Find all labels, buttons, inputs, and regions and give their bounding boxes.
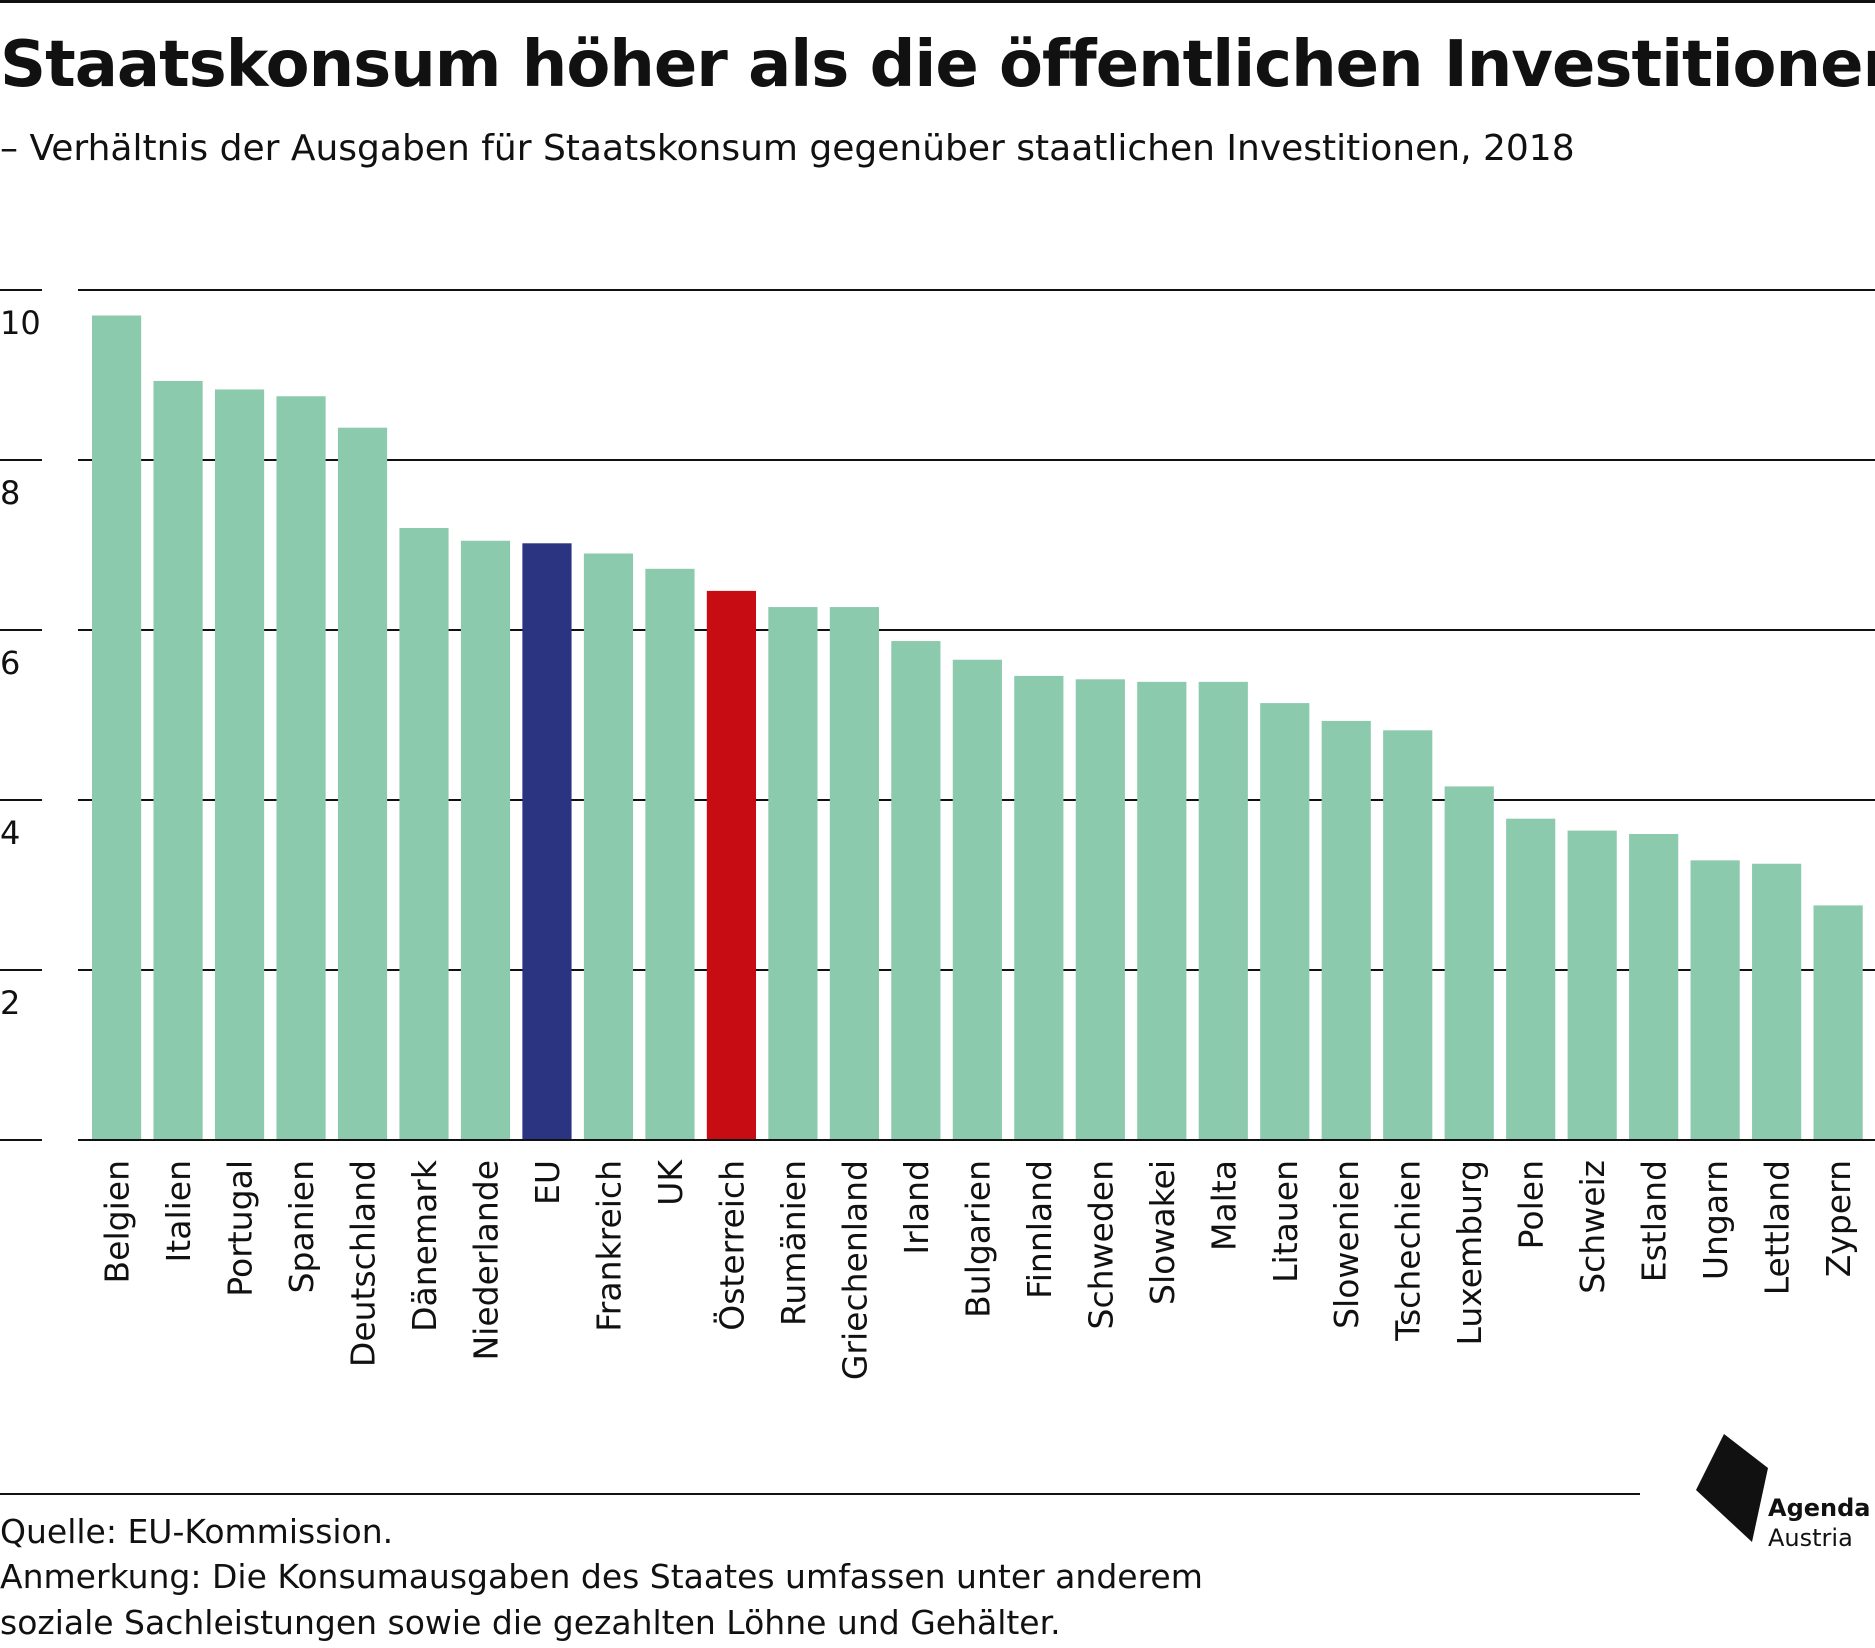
bar-chart: 2 4 6 8 10 Belgien Italien Portugal Spanien Deuts… — [0, 289, 1875, 1380]
source-note: Quelle: EU-Kommission. — [0, 1512, 394, 1551]
annotation-line-1: Anmerkung: Die Konsumausgaben des Staate… — [0, 1557, 1203, 1596]
bar — [460, 540, 511, 1140]
bar — [1690, 860, 1740, 1140]
bar — [214, 389, 265, 1140]
bar — [829, 607, 879, 1140]
bar — [153, 380, 203, 1140]
x-tick-label: Schweden — [1081, 1160, 1120, 1329]
x-tick-label: Zypern — [1819, 1160, 1858, 1277]
logo-text-agenda: Agenda — [1768, 1494, 1871, 1522]
bar — [583, 553, 634, 1140]
x-tick-label: Finnland — [1020, 1160, 1059, 1299]
bar — [645, 568, 695, 1140]
bar — [1137, 681, 1187, 1140]
bar — [1567, 830, 1617, 1140]
bar — [1014, 675, 1064, 1140]
x-tick-label: Irland — [897, 1160, 936, 1255]
x-tick-label: Ungarn — [1696, 1160, 1735, 1280]
top-rule — [0, 0, 1875, 3]
x-tick-label: Malta — [1204, 1160, 1243, 1251]
x-tick-label: Frankreich — [589, 1160, 628, 1332]
bar — [1075, 679, 1125, 1140]
x-tick-label: Tschechien — [1389, 1160, 1428, 1342]
bar — [891, 641, 941, 1140]
x-tick-label: Litauen — [1266, 1160, 1305, 1283]
x-tick-label: Belgien — [98, 1160, 137, 1283]
x-tick-label: Polen — [1512, 1160, 1551, 1249]
bar — [1383, 730, 1433, 1140]
bar — [768, 607, 818, 1140]
bar — [1506, 818, 1556, 1140]
agenda-austria-logo: Agenda Austria — [1696, 1432, 1875, 1552]
x-tick-label: Österreich — [711, 1160, 751, 1331]
x-tick-label: Portugal — [221, 1160, 260, 1297]
x-tick-label: Luxemburg — [1450, 1160, 1489, 1345]
x-tick-label: Rumänien — [774, 1160, 813, 1326]
chart-subtitle: – Verhältnis der Ausgaben für Staatskons… — [0, 128, 1575, 169]
logo-text-austria: Austria — [1768, 1524, 1853, 1552]
bar — [952, 659, 1002, 1140]
bar — [522, 543, 572, 1140]
bar — [1260, 703, 1310, 1140]
x-tick-label: UK — [651, 1159, 690, 1206]
y-tick-label: 10 — [0, 304, 41, 342]
footer-rule — [0, 1493, 1640, 1495]
bar — [337, 427, 388, 1140]
bar — [1444, 786, 1494, 1140]
bar — [399, 528, 449, 1140]
x-tick-label: EU — [528, 1160, 567, 1205]
x-tick-label: Spanien — [282, 1160, 321, 1293]
logo-mark-icon — [1696, 1434, 1768, 1542]
x-tick-label: Lettland — [1758, 1160, 1797, 1295]
y-tick-label: 8 — [0, 474, 20, 512]
x-tick-label: Niederlande — [466, 1160, 505, 1361]
bar — [1813, 905, 1863, 1140]
x-tick-label: Italien — [159, 1160, 198, 1262]
x-tick-label: Schweiz — [1573, 1160, 1612, 1294]
bar — [276, 396, 326, 1140]
x-tick-label: Slowakei — [1143, 1160, 1182, 1305]
bar — [1752, 863, 1802, 1140]
y-tick-label: 4 — [0, 814, 20, 852]
x-tick-label: Estland — [1635, 1160, 1674, 1282]
chart-title: Staatskonsum höher als die öffentlichen … — [0, 28, 1875, 102]
y-tick-label: 6 — [0, 644, 20, 682]
x-tick-label: Bulgarien — [958, 1160, 997, 1318]
x-tick-label: Deutschland — [344, 1160, 383, 1367]
y-tick-label: 2 — [0, 984, 20, 1022]
x-tick-label: Griechenland — [835, 1160, 874, 1380]
bar — [1321, 720, 1371, 1140]
bar — [1198, 681, 1248, 1140]
x-tick-label: Slowenien — [1327, 1160, 1366, 1329]
bar — [92, 315, 142, 1140]
annotation-line-2: soziale Sachleistungen sowie die gezahlt… — [0, 1603, 1061, 1642]
bar — [706, 590, 757, 1140]
bar — [1629, 834, 1679, 1140]
x-tick-label: Dänemark — [405, 1159, 444, 1332]
